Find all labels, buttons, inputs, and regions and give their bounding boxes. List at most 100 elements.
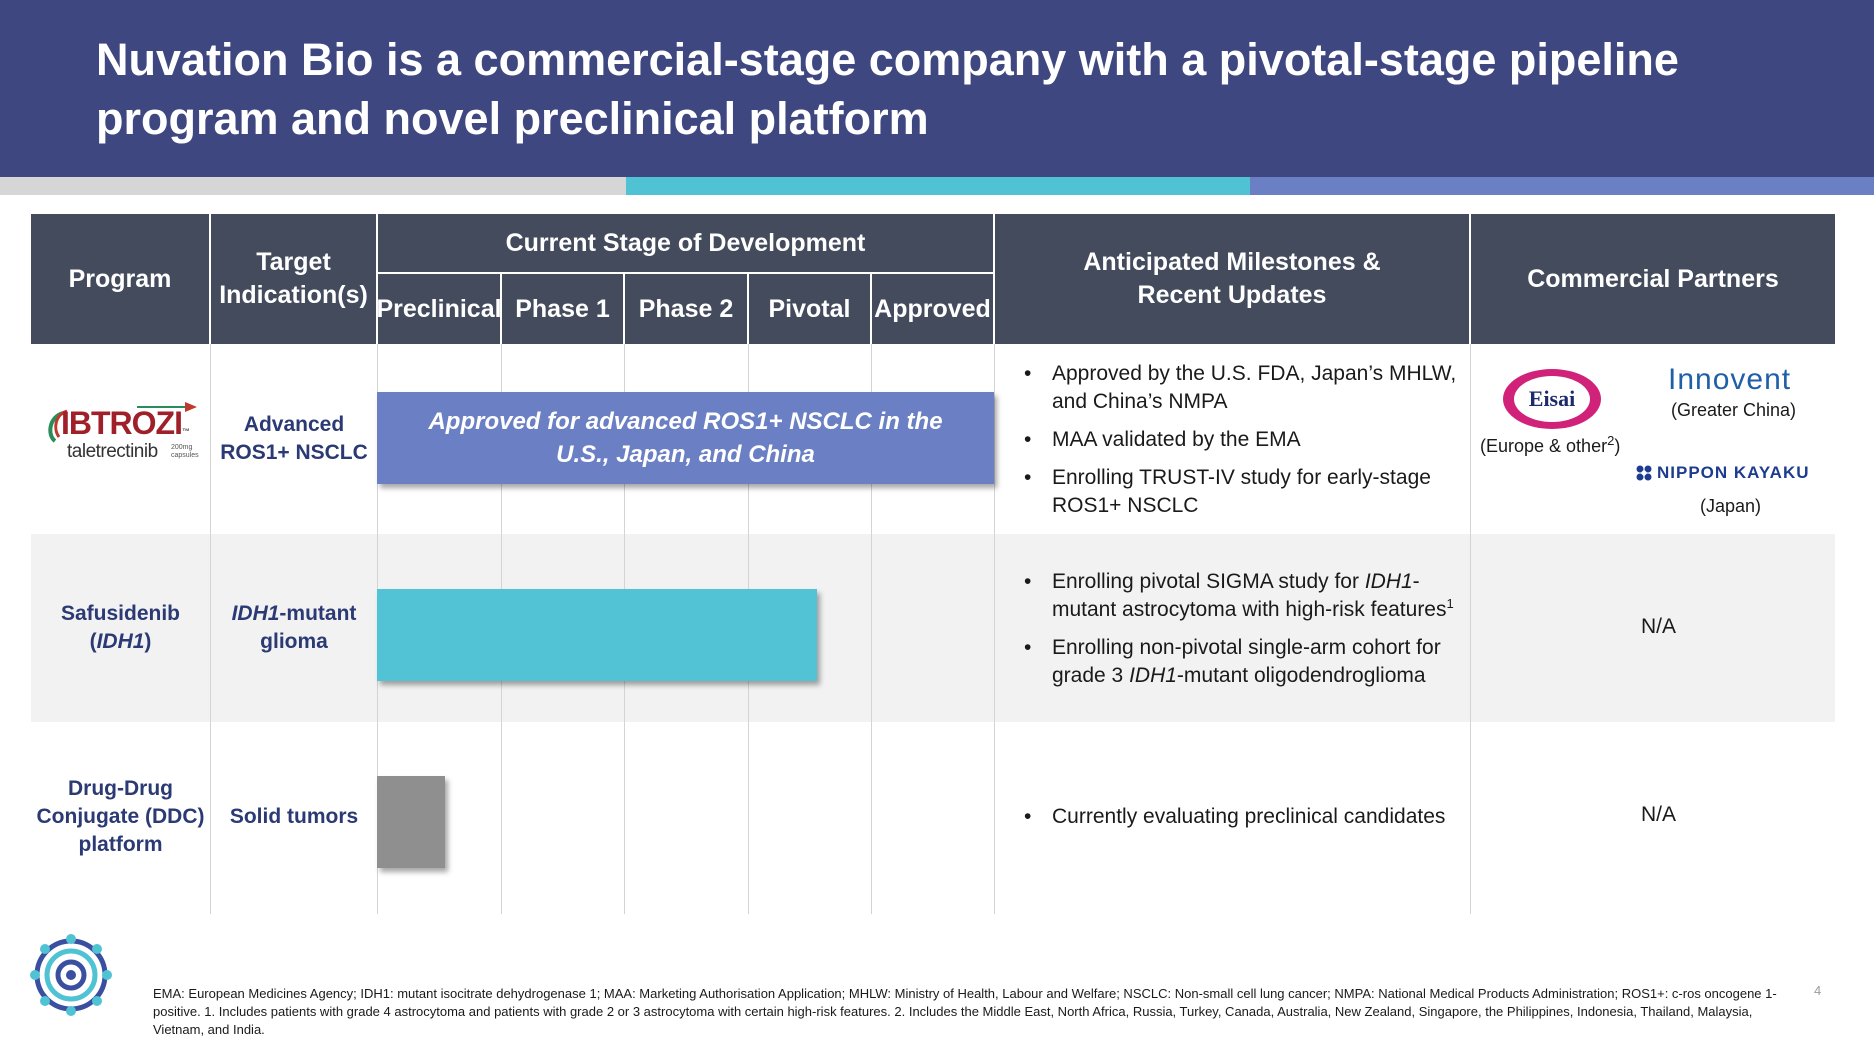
program-name-line: platform <box>78 833 163 856</box>
indication-line: glioma <box>260 630 328 653</box>
milestone-text: Enrolling non-pivotal single-arm cohort … <box>1052 636 1441 687</box>
header-separator <box>993 214 995 344</box>
header-milestones: Anticipated Milestones & Recent Updates <box>995 214 1469 344</box>
indication-line: Solid tumors <box>229 805 359 828</box>
indication-line: ROS1+ NSCLC <box>220 441 368 464</box>
header-milestones-line1: Anticipated Milestones & <box>1083 248 1381 276</box>
eisai-logo-text: Eisai <box>1528 386 1576 411</box>
header-stage-preclinical: Preclinical <box>376 274 502 344</box>
header-milestones-line2: Recent Updates <box>1137 281 1327 309</box>
header-separator <box>378 272 993 274</box>
milestones-safusidenib: Enrolling pivotal SIGMA study for IDH1-m… <box>1010 568 1472 700</box>
header-program: Program <box>31 214 209 344</box>
indication-gene-italic: IDH1 <box>231 602 280 625</box>
milestone-item: MAA validated by the EMA <box>1010 426 1470 454</box>
milestone-gene-italic: IDH1 <box>1364 570 1413 593</box>
milestone-item: Enrolling pivotal SIGMA study for IDH1-m… <box>1010 568 1472 624</box>
header-partners-label: Commercial Partners <box>1527 264 1779 293</box>
nuvation-bio-logo <box>30 934 112 1016</box>
footnote-ref: 1 <box>1446 596 1454 611</box>
eisai-region: (Europe & other2) <box>1480 433 1621 457</box>
program-name-line: Safusidenib <box>60 602 181 625</box>
header-stage-pivotal: Pivotal <box>749 274 870 344</box>
ibtrozi-generic-name: taletrectinib <box>67 441 158 462</box>
page-number: 4 <box>1814 983 1822 998</box>
footnote: EMA: European Medicines Agency; IDH1: mu… <box>153 986 1777 1037</box>
header-separator <box>209 214 211 344</box>
stage-approved-label: Approved <box>874 295 991 323</box>
nippon-kayaku-region: (Japan) <box>1700 496 1762 516</box>
stage-bar-ddc <box>377 776 445 868</box>
row-safusidenib-bg <box>31 534 1835 722</box>
innovent-region: (Greater China) <box>1671 400 1797 420</box>
program-name-line: Drug-Drug <box>68 777 173 800</box>
header-stage-approved: Approved <box>872 274 993 344</box>
header-program-label: Program <box>68 264 172 293</box>
milestone-item: Enrolling TRUST-IV study for early-stage… <box>1010 464 1470 520</box>
nippon-kayaku-mark-icon <box>1636 465 1652 481</box>
ibtrozi-brand-text: IBTROZI <box>61 405 183 441</box>
program-target-italic: IDH1 <box>96 630 145 653</box>
accent-stripe-blue <box>1250 177 1874 195</box>
header-target-line2: Indication(s) <box>219 281 368 309</box>
stage-bar-taletrectinib: Approved for advanced ROS1+ NSCLC in the… <box>377 392 994 484</box>
footnote-ref: 2 <box>1607 433 1615 448</box>
indication-safusidenib: IDH1-mutant glioma <box>211 534 377 722</box>
header-separator <box>1469 214 1471 344</box>
row-ddc-bg <box>31 722 1835 912</box>
milestone-item: Enrolling non-pivotal single-arm cohort … <box>1010 634 1472 690</box>
grid-line <box>1470 344 1471 914</box>
grid-line <box>871 344 872 914</box>
stage-phase1-label: Phase 1 <box>515 295 610 323</box>
grid-line <box>994 344 995 914</box>
grid-line <box>210 344 211 914</box>
program-paren-open: ( <box>89 630 97 653</box>
program-paren-close: ) <box>144 630 152 653</box>
header-stage: Current Stage of Development <box>378 214 993 272</box>
header-stage-label: Current Stage of Development <box>505 228 866 257</box>
indication-line: Advanced <box>243 413 345 436</box>
stage-pivotal-label: Pivotal <box>768 295 851 323</box>
indication-ddc: Solid tumors <box>211 722 377 912</box>
milestones-taletrectinib: Approved by the U.S. FDA, Japan’s MHLW, … <box>1010 360 1470 530</box>
header-target-line1: Target <box>256 248 331 276</box>
bar-label-line: U.S., Japan, and China <box>556 441 815 468</box>
ibtrozi-form: capsules <box>171 452 199 459</box>
indication-taletrectinib: Advanced ROS1+ NSCLC <box>211 344 377 534</box>
milestones-ddc: Currently evaluating preclinical candida… <box>1010 803 1470 841</box>
partners-ddc: N/A <box>1641 803 1677 826</box>
indication-rest: -mutant <box>279 602 357 625</box>
stage-phase2-label: Phase 2 <box>638 295 734 323</box>
bar-label-line: Approved for advanced ROS1+ NSCLC in the <box>428 408 943 435</box>
milestone-item: Currently evaluating preclinical candida… <box>1010 803 1470 831</box>
pipeline-table: Program Target Indication(s) Current Sta… <box>31 214 1835 914</box>
innovent-logo-text: Innovent <box>1668 363 1792 396</box>
eisai-region-close: ) <box>1614 436 1621 456</box>
ibtrozi-tm: ™ <box>181 427 190 436</box>
header-separator <box>500 274 502 344</box>
ibtrozi-dose: 200mg <box>171 444 193 451</box>
header-stage-phase2: Phase 2 <box>625 274 747 344</box>
header-partners: Commercial Partners <box>1471 214 1835 344</box>
header-separator <box>623 274 625 344</box>
nippon-kayaku-logo-text: NIPPON KAYAKU <box>1657 463 1810 482</box>
milestone-text: -mutant oligodendroglioma <box>1176 664 1426 687</box>
header-separator <box>747 274 749 344</box>
partners-safusidenib: N/A <box>1641 615 1677 638</box>
ibtrozi-logo: IBTROZI™ taletrectinib 200mg capsules <box>45 399 200 469</box>
header-stage-phase1: Phase 1 <box>502 274 623 344</box>
program-name-line: Conjugate (DDC) <box>36 805 205 828</box>
milestone-text: Enrolling pivotal SIGMA study for <box>1052 570 1365 593</box>
header-separator <box>376 214 378 344</box>
eisai-logo: Eisai <box>1502 368 1602 430</box>
innovent-logo: Innovent <box>1668 362 1791 398</box>
milestone-item: Approved by the U.S. FDA, Japan’s MHLW, … <box>1010 360 1470 416</box>
program-safusidenib: Safusidenib (IDH1) <box>31 534 210 722</box>
milestone-text: -mutant astrocytoma with high-risk featu… <box>1052 570 1447 621</box>
title-banner: Nuvation Bio is a commercial-stage compa… <box>0 0 1874 177</box>
nippon-kayaku-logo: NIPPON KAYAKU <box>1635 463 1810 483</box>
accent-stripe-teal <box>626 177 1250 195</box>
stage-bar-safusidenib <box>377 589 817 681</box>
page-title: Nuvation Bio is a commercial-stage compa… <box>96 34 1679 144</box>
accent-stripe-gray <box>0 177 626 195</box>
